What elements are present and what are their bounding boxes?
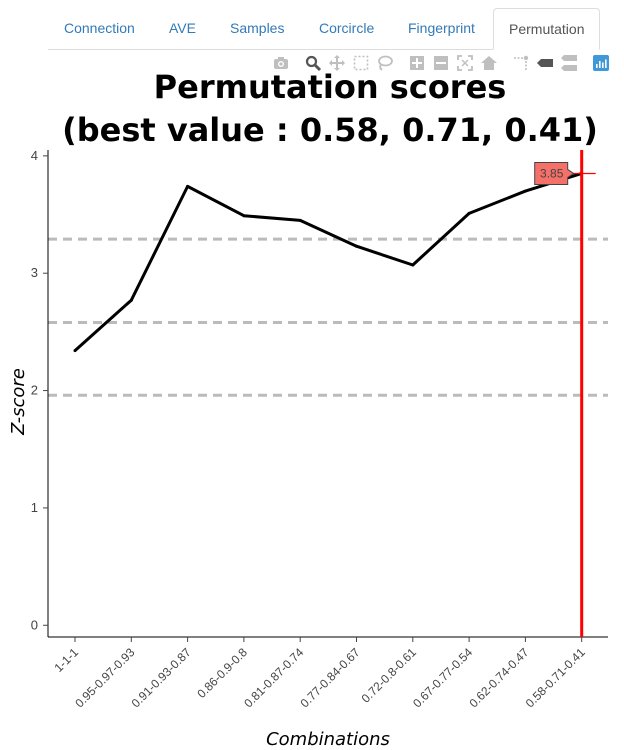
tab-fingerprint[interactable]: Fingerprint (408, 20, 475, 36)
y-tick-label: 4 (31, 148, 38, 163)
zoom-out-icon[interactable] (432, 54, 450, 72)
data-point (242, 214, 246, 218)
data-point (186, 184, 190, 188)
hover-compare-icon[interactable] (560, 54, 578, 72)
chart-title: Permutation scores (153, 68, 507, 106)
zoom-in-icon[interactable] (408, 54, 426, 72)
x-tick-label: 0.72-0.8-0.61 (359, 645, 420, 706)
x-axis-title: Combinations (266, 729, 390, 750)
spike-lines-icon[interactable] (512, 54, 530, 72)
tab-ave[interactable]: AVE (169, 20, 196, 36)
data-point (355, 244, 358, 248)
series-line (73, 172, 583, 352)
data-point (298, 218, 302, 222)
tab-connection[interactable]: Connection (64, 20, 135, 36)
tab-bar: Connection AVE Samples Corcircle Fingerp… (48, 8, 601, 50)
tab-permutation[interactable]: Permutation (493, 8, 601, 50)
x-tick-label: 0.86-0.9-0.8 (194, 645, 250, 701)
x-tick-label: 0.77-0.84-0.67 (298, 645, 363, 710)
box-select-icon[interactable] (352, 54, 370, 72)
y-tick-label: 2 (31, 383, 38, 398)
x-tick-label: 1-1-1 (51, 645, 81, 675)
data-point (411, 263, 415, 267)
lasso-icon[interactable] (376, 54, 394, 72)
y-axis-title: Z-score (8, 368, 29, 436)
data-point (523, 189, 527, 193)
zoom-icon[interactable] (304, 54, 322, 72)
autoscale-icon[interactable] (456, 54, 474, 72)
reset-axes-icon[interactable] (480, 54, 498, 72)
camera-icon[interactable] (272, 54, 290, 72)
y-tick-label: 0 (31, 617, 38, 632)
pan-icon[interactable] (328, 54, 346, 72)
tab-samples[interactable]: Samples (230, 20, 285, 36)
hover-label-text: 3.85 (540, 166, 564, 180)
data-point (129, 298, 133, 302)
hover-label-box (534, 161, 575, 185)
data-point (73, 349, 77, 353)
data-point (467, 211, 471, 215)
chart-subtitle: (best value : 0.58, 0.71, 0.41) (62, 111, 598, 149)
x-tick-label: 0.58-0.71-0.41 (523, 645, 588, 710)
hover-closest-icon[interactable] (536, 54, 554, 72)
plotly-logo-icon[interactable] (592, 54, 610, 72)
tab-corcircle[interactable]: Corcircle (319, 20, 375, 36)
y-tick-label: 1 (31, 500, 38, 515)
y-tick-label: 3 (31, 265, 38, 280)
x-tick-label: 0.91-0.93-0.87 (129, 645, 194, 710)
